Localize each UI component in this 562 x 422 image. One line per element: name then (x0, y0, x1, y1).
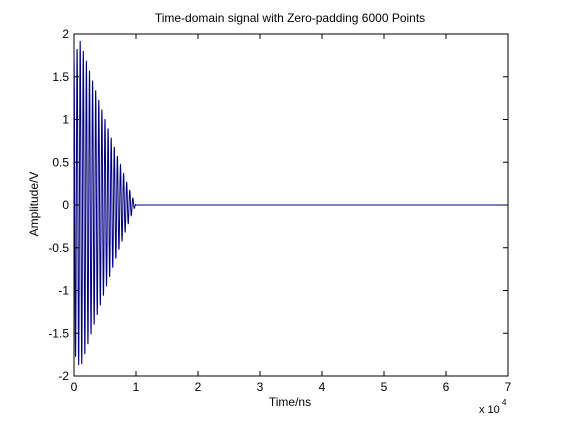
y-tick-label: 1.5 (52, 70, 69, 84)
x-tick-label: 2 (195, 380, 202, 394)
y-tick-label: 0 (62, 198, 69, 212)
y-tick-label: -1.5 (48, 326, 69, 340)
y-tick-label: 0.5 (52, 155, 69, 169)
x-axis-multiplier-exponent: 4 (502, 398, 507, 407)
y-tick-label: -0.5 (48, 241, 69, 255)
y-tick-label: 2 (62, 27, 69, 41)
x-axis-label: Time/ns (269, 395, 311, 409)
y-tick-label: -1 (58, 284, 69, 298)
y-axis-label: Amplitude/V (27, 172, 41, 237)
y-tick-label: 1 (62, 113, 69, 127)
x-tick-label: 1 (133, 380, 140, 394)
y-tick-label: -2 (58, 369, 69, 383)
x-tick-label: 0 (71, 380, 78, 394)
signal-line (73, 40, 508, 366)
x-tick-label: 5 (381, 380, 388, 394)
x-tick-label: 6 (443, 380, 450, 394)
x-tick-label: 4 (319, 380, 326, 394)
x-tick-label: 7 (505, 380, 512, 394)
signal-line-group (73, 40, 508, 366)
x-axis-multiplier: x 10 (479, 404, 500, 416)
x-tick-label: 3 (257, 380, 264, 394)
chart-title: Time-domain signal with Zero-padding 600… (155, 11, 425, 25)
tick-group: 0 1 2 3 4 5 6 7 -2 -1.5 -1 -0.5 0 0.5 1 1.5 2 (48, 27, 511, 394)
